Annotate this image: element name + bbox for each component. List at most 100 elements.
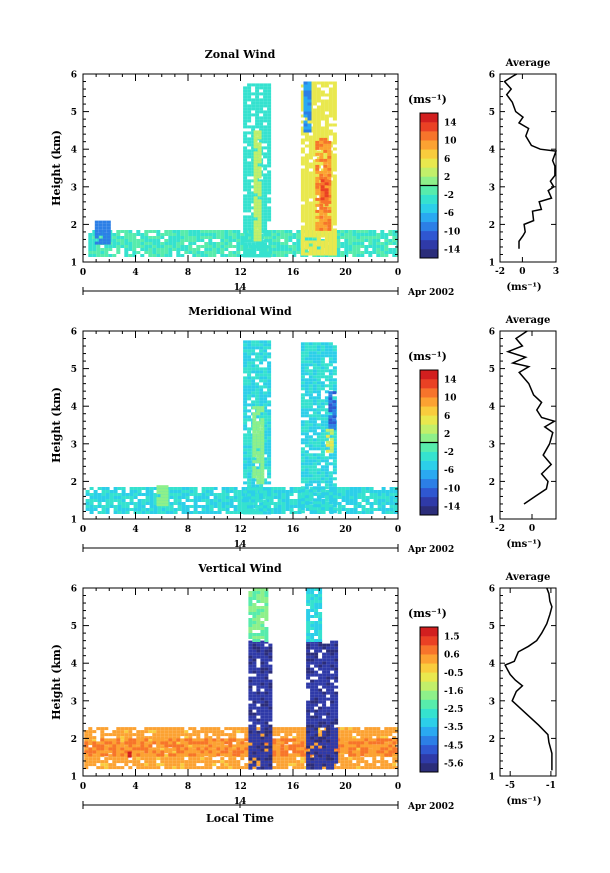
day-label: 14 (234, 797, 247, 807)
colorbar-unit: (ms⁻¹) (408, 607, 447, 620)
colorbar-segment (420, 654, 438, 664)
x-tick-label: 4 (132, 525, 138, 535)
avg-y-tick-label: 5 (489, 108, 495, 118)
avg-x-tick-label: -1 (546, 781, 556, 791)
y-tick-label: 4 (71, 403, 77, 413)
y-tick-label: 3 (71, 697, 77, 707)
y-ticks: 1 2 3 4 5 6 (71, 328, 398, 526)
y-tick-label: 6 (71, 71, 77, 81)
data-patch (156, 485, 169, 507)
x-tick-label: 8 (185, 268, 191, 278)
x-tick-label: 8 (185, 782, 191, 792)
x-axis-label: Local Time (206, 812, 274, 825)
date-label: Apr 2002 (407, 288, 454, 298)
data-patch (243, 83, 272, 258)
date-label: Apr 2002 (407, 802, 454, 812)
colorbar-tick-label: -10 (444, 484, 460, 494)
colorbar-segment (420, 212, 438, 223)
colorbar-segment (420, 406, 438, 416)
colorbar-segment (420, 424, 438, 434)
x-ticks: 0 4 8 12 16 20 0 (80, 588, 401, 792)
colorbar-segment (420, 636, 438, 646)
y-tick-label: 2 (71, 478, 77, 488)
x-tick-label: 16 (287, 782, 300, 792)
avg-y-tick-label: 4 (489, 660, 495, 670)
colorbar-tick-label: 10 (444, 394, 457, 404)
avg-y-tick-label: 3 (489, 440, 495, 450)
avg-y-tick-label: 2 (489, 478, 495, 488)
colorbar-segment (420, 460, 438, 470)
avg-y-tick-label: 2 (489, 221, 495, 231)
colorbar-tick-label: -3.5 (444, 723, 463, 733)
data-patch (306, 640, 339, 770)
avg-x-tick-label: 0 (529, 524, 535, 534)
x-tick-label: 16 (287, 268, 300, 278)
colorbar-segment (420, 442, 438, 452)
y-tick-label: 5 (71, 365, 77, 375)
average-profile: Average 1 2 3 4 5 6 -2 0 (ms⁻¹) (489, 315, 557, 550)
data-patch (306, 588, 323, 642)
colorbar-tick-label: -6 (444, 466, 454, 476)
day-axis: 14 Apr 2002 (82, 540, 454, 555)
data-patch (248, 588, 269, 642)
avg-y-tick-label: 3 (489, 697, 495, 707)
colorbar-tick-label: -4.5 (444, 741, 463, 751)
colorbar-segment (420, 690, 438, 700)
average-profile: Average 1 2 3 4 5 6 -5 -1 (ms⁻¹) (489, 572, 557, 807)
colorbar-segment (420, 496, 438, 507)
y-tick-label: 3 (71, 440, 77, 450)
data-patch (85, 487, 398, 514)
panel-title: Vertical Wind (197, 562, 282, 575)
data-patch (325, 428, 334, 453)
heatmap-cells (85, 340, 398, 515)
data-patch (252, 406, 265, 485)
y-tick-label: 4 (71, 660, 77, 670)
colorbar-tick-label: -2 (444, 191, 454, 201)
avg-y-tick-label: 4 (489, 146, 495, 156)
y-ticks: 1 2 3 4 5 6 (71, 585, 398, 783)
colorbar-tick-label: -0.5 (444, 669, 463, 679)
average-title: Average (505, 58, 551, 69)
avg-x-tick-label: 3 (553, 267, 559, 277)
colorbar-unit: (ms⁻¹) (408, 350, 447, 363)
data-patch (328, 391, 337, 431)
x-ticks: 0 4 8 12 16 20 0 (80, 74, 401, 278)
data-patch (303, 81, 312, 133)
colorbar-segment (420, 708, 438, 718)
colorbar-segment (420, 726, 438, 737)
data-patch (300, 342, 337, 514)
colorbar-segment (420, 388, 438, 398)
colorbar-tick-label: -2.5 (444, 705, 463, 715)
x-tick-label: 20 (339, 268, 352, 278)
x-tick-label: 0 (80, 525, 86, 535)
colorbar-tick-label: 10 (444, 137, 457, 147)
colorbar-segment (420, 487, 438, 498)
avg-x-tick-label: -5 (505, 781, 515, 791)
colorbar-segment (420, 122, 438, 132)
y-axis-label: Height (km) (50, 130, 63, 206)
colorbar-segment (420, 663, 438, 673)
y-tick-label: 6 (71, 585, 77, 595)
colorbar-tick-label: -6 (444, 209, 454, 219)
colorbar-tick-label: 1.5 (444, 633, 460, 643)
x-tick-label: 20 (339, 525, 352, 535)
colorbar-segment (420, 149, 438, 159)
colorbar-segment (420, 185, 438, 195)
colorbar-segment (420, 167, 438, 177)
average-unit: (ms⁻¹) (506, 796, 541, 807)
avg-y-tick-label: 4 (489, 403, 495, 413)
y-axis-label: Height (km) (50, 644, 63, 720)
avg-y-tick-label: 1 (489, 516, 495, 526)
x-tick-label: 12 (234, 268, 247, 278)
y-tick-label: 2 (71, 735, 77, 745)
colorbar-segment (420, 221, 438, 232)
colorbar-segment (420, 672, 438, 682)
average-unit: (ms⁻¹) (506, 282, 541, 293)
colorbar-segment (420, 744, 438, 755)
colorbar-tick-label: 0.6 (444, 651, 460, 661)
avg-y-tick-label: 6 (489, 585, 495, 595)
data-patch (84, 738, 398, 757)
x-tick-label: 4 (132, 268, 138, 278)
